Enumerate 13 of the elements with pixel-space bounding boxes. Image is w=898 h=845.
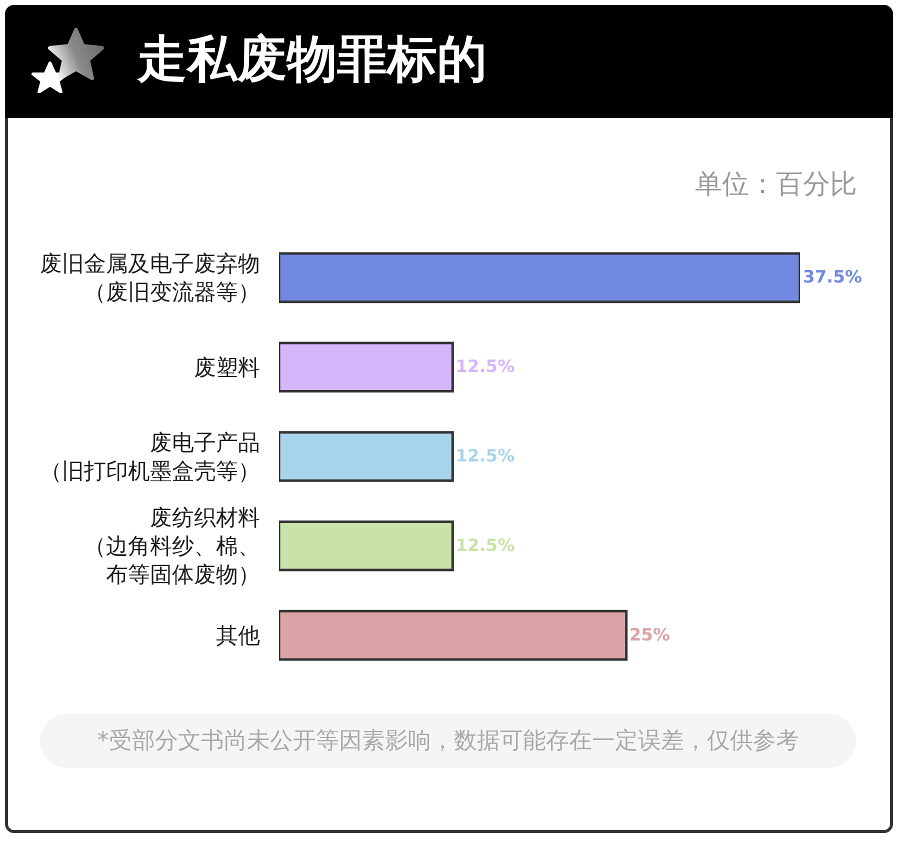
chart-title: 走私废物罪标的 xyxy=(137,29,487,90)
y-tick-label: 废纺织材料（边角料纱、棉、布等固体废物） xyxy=(84,506,260,588)
data-label: 12.5% xyxy=(456,357,515,378)
y-tick-label: 废塑料 xyxy=(194,356,260,381)
data-label: 12.5% xyxy=(456,536,515,556)
data-label: 12.5% xyxy=(456,446,515,466)
data-label: 37.5% xyxy=(803,268,862,288)
y-tick-label: 废电子产品（旧打印机墨盒壳等） xyxy=(40,430,260,484)
y-tick-label: 其他 xyxy=(216,624,260,649)
data-label: 25% xyxy=(629,625,670,646)
text: 单位：百分比 xyxy=(695,168,857,202)
text: *受部分文书尚未公开等因素影响，数据可能存在一定误差，仅供参考 xyxy=(97,728,799,754)
y-tick-label: 废旧金属及电子废弃物（废旧变流器等） xyxy=(40,252,260,306)
